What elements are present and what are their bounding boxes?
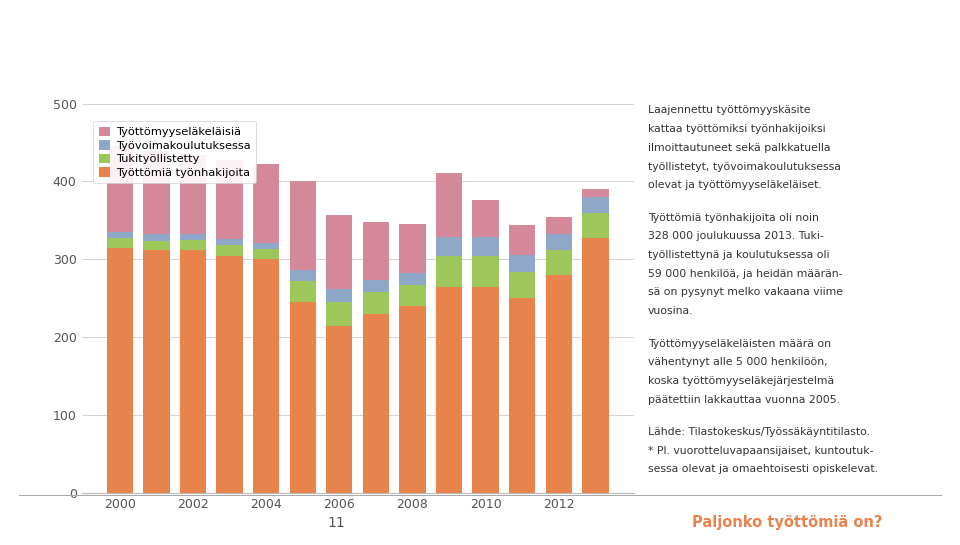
Bar (253, 259, 279, 493)
Bar (253, 243, 279, 249)
Bar (107, 147, 133, 232)
Bar (363, 292, 389, 314)
Bar (545, 275, 572, 493)
Bar (180, 155, 206, 234)
Text: työllistettynä ja koulutuksessa oli: työllistettynä ja koulutuksessa oli (648, 250, 829, 260)
Text: Työttömien määrä laajennetun työttömyyskäsitteen* mukaan 2000–2013: Työttömien määrä laajennetun työttömyysk… (19, 17, 678, 33)
Bar (180, 240, 206, 250)
Bar (582, 197, 609, 214)
Bar (582, 238, 609, 493)
Bar (472, 200, 499, 237)
Bar (545, 234, 572, 250)
Bar (290, 181, 316, 270)
Bar (326, 289, 352, 302)
Text: 11: 11 (327, 516, 345, 530)
Legend: Työttömyyseläkeläisiä, Työvoimakoulutuksessa, Tukityöllistetty, Työttömiä työnha: Työttömyyseläkeläisiä, Työvoimakoulutuks… (93, 121, 256, 184)
Bar (399, 272, 425, 285)
Bar (180, 234, 206, 240)
Bar (216, 239, 243, 245)
Text: Työttömyyseläkeläisten määrä on: Työttömyyseläkeläisten määrä on (648, 338, 831, 348)
Bar (253, 249, 279, 259)
Bar (582, 189, 609, 197)
Bar (107, 248, 133, 493)
Bar (472, 256, 499, 287)
Bar (582, 214, 609, 238)
Bar (326, 326, 352, 493)
Bar (290, 281, 316, 302)
Bar (545, 217, 572, 234)
Bar (472, 237, 499, 256)
Text: vuosina.: vuosina. (648, 306, 693, 316)
Text: olevat ja työttömyyseläkeläiset.: olevat ja työttömyyseläkeläiset. (648, 180, 822, 190)
Bar (216, 245, 243, 256)
Bar (509, 225, 536, 255)
Bar (326, 302, 352, 326)
Bar (326, 215, 352, 289)
Bar (363, 281, 389, 292)
Bar (143, 234, 170, 241)
Bar (399, 285, 425, 306)
Text: sä on pysynyt melko vakaana viime: sä on pysynyt melko vakaana viime (648, 287, 843, 298)
Bar (399, 225, 425, 272)
Text: Laajennettu työttömyyskäsite: Laajennettu työttömyyskäsite (648, 106, 810, 116)
Text: Lähde: Tilastokeskus/Työssäkäyntitilasto.: Lähde: Tilastokeskus/Työssäkäyntitilasto… (648, 427, 870, 437)
Bar (436, 237, 462, 256)
Bar (107, 238, 133, 248)
Text: ilmoittautuneet sekä palkkatuella: ilmoittautuneet sekä palkkatuella (648, 143, 830, 153)
Bar (363, 314, 389, 493)
Bar (143, 151, 170, 234)
Bar (509, 298, 536, 493)
Text: koska työttömyyseläkejärjestelmä: koska työttömyyseläkejärjestelmä (648, 376, 834, 386)
Bar (472, 287, 499, 493)
Bar (399, 306, 425, 493)
Bar (216, 160, 243, 239)
Bar (436, 256, 462, 287)
Text: Työttömiä työnhakijoita oli noin: Työttömiä työnhakijoita oli noin (648, 213, 819, 223)
Bar (180, 250, 206, 493)
Text: vähentynyt alle 5 000 henkilöön,: vähentynyt alle 5 000 henkilöön, (648, 357, 828, 367)
Bar (509, 255, 536, 272)
Text: kattaa työttömiksi työnhakijoiksi: kattaa työttömiksi työnhakijoiksi (648, 124, 826, 134)
Text: Paljonko työttömiä on?: Paljonko työttömiä on? (692, 516, 882, 530)
Bar (290, 270, 316, 281)
Text: 328 000 joulukuussa 2013. Tuki-: 328 000 joulukuussa 2013. Tuki- (648, 232, 824, 241)
Text: sessa olevat ja omaehtoisesti opiskelevat.: sessa olevat ja omaehtoisesti opiskeleva… (648, 464, 878, 474)
Text: päätettiin lakkauttaa vuonna 2005.: päätettiin lakkauttaa vuonna 2005. (648, 395, 840, 404)
Bar (143, 250, 170, 493)
Bar (143, 241, 170, 250)
Bar (436, 287, 462, 493)
Text: * Pl. vuorotteluvapaansijaiset, kuntoutuk-: * Pl. vuorotteluvapaansijaiset, kuntoutu… (648, 446, 874, 456)
Text: työllistetyt, työvoimakoulutuksessa: työllistetyt, työvoimakoulutuksessa (648, 162, 841, 172)
Bar (107, 232, 133, 238)
Text: 59 000 henkilöä, ja heidän määrän-: 59 000 henkilöä, ja heidän määrän- (648, 269, 843, 279)
Bar (545, 250, 572, 275)
Bar (363, 222, 389, 281)
Bar (436, 173, 462, 237)
Bar (509, 272, 536, 298)
Bar (216, 256, 243, 493)
Text: (1 000 henkilöä): (1 000 henkilöä) (19, 59, 122, 72)
Bar (253, 164, 279, 243)
Bar (290, 302, 316, 493)
